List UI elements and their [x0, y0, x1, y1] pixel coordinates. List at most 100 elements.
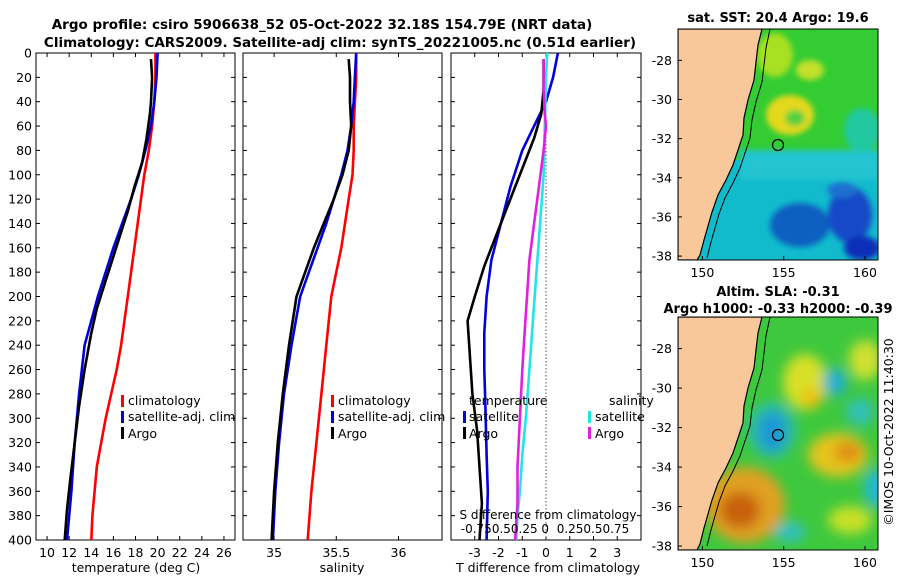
map-x-tick-label: 150 [690, 555, 714, 570]
sla-high [720, 492, 760, 528]
map-x-tick-label: 150 [690, 265, 714, 280]
sla-high [828, 506, 872, 534]
legend-label-t-satellite: satellite [469, 409, 519, 424]
x-tick-label: 1 [566, 545, 574, 560]
x-tick-label: 0 [542, 545, 550, 560]
difference-xlabel: T difference from climatology [455, 560, 641, 575]
legend-swatch-climatology [121, 395, 124, 407]
y-tick-label: 200 [8, 289, 32, 304]
sst-argo-marker [771, 138, 785, 152]
y-tick-label: 240 [8, 338, 32, 353]
map-y-tick-label: -28 [652, 53, 672, 68]
sst-warm-patch [796, 60, 824, 80]
series-line-climatology [306, 53, 358, 541]
y-tick-label: 400 [8, 533, 32, 548]
y-tick-label: 80 [16, 143, 32, 158]
legend-swatch-t-argo [463, 427, 466, 439]
map-y-tick-label: -36 [652, 499, 672, 514]
legend-swatch-argo [121, 427, 124, 439]
difference-legend: temperature salinity satellite Argo sate… [463, 393, 654, 441]
map-y-tick-label: -34 [652, 170, 672, 185]
y-tick-label: 360 [8, 484, 32, 499]
x-tick-label: 12 [61, 545, 77, 560]
map-y-tick-label: -34 [652, 460, 672, 475]
legend-swatch-satellite-adj [331, 411, 334, 423]
legend-label-s-argo: Argo [595, 426, 624, 441]
map-x-tick-label: 155 [772, 555, 796, 570]
legend-label-satellite-adj: satellite-adj. clim [338, 409, 445, 424]
sla-high [834, 442, 862, 462]
sla-low [864, 468, 878, 508]
imos-watermark: ©IMOS 10-Oct-2022 11:40:30 [881, 338, 896, 526]
y-tick-label: 160 [8, 240, 32, 255]
y-tick-label: 100 [8, 167, 32, 182]
sla-argo-marker [771, 428, 785, 442]
y-tick-label: 220 [8, 313, 32, 328]
sst-map-panel: sat. SST: 20.4 Argo: 19.6 [652, 11, 879, 280]
sst-map-title: sat. SST: 20.4 Argo: 19.6 [687, 11, 868, 26]
sst-warm-patch [757, 33, 793, 77]
y-tick-label: 380 [8, 508, 32, 523]
sst-cold-patch [828, 187, 872, 243]
sla-high [849, 340, 878, 380]
map-y-tick-label: -32 [652, 131, 672, 146]
x-tick-label: 26 [216, 545, 232, 560]
temperature-legend: climatology satellite-adj. clim Argo [121, 393, 235, 441]
sst-cold-patch [770, 203, 830, 247]
sla-low [823, 368, 847, 396]
x-tick-label: 35 [266, 545, 282, 560]
salinity-panel: 35 35.5 36 climatology satellite-adj. clim… [242, 52, 445, 575]
temperature-axes-box [35, 52, 236, 541]
y-tick-label: 60 [16, 119, 32, 134]
sst-cool-band [740, 150, 878, 180]
series-line-s-argo [513, 59, 548, 541]
x-tick-label: -3 [469, 545, 481, 560]
map-x-tick-label: 160 [853, 265, 877, 280]
sst-warm-patch [785, 110, 805, 126]
x-tick-label: 20 [150, 545, 166, 560]
sst-cool-patch [844, 108, 878, 152]
y-tick-label: 140 [8, 216, 32, 231]
x-tick-label: -1 [516, 545, 528, 560]
legend-swatch-climatology [331, 395, 334, 407]
temperature-xlabel: temperature (deg C) [72, 560, 201, 575]
sla-map-title: Altim. SLA: -0.31 [716, 285, 839, 300]
y-tick-label: 180 [8, 265, 32, 280]
map-y-tick-label: -30 [652, 381, 672, 396]
temperature-panel: 10 12 14 16 18 20 22 24 260204060801001201401601… [8, 46, 236, 575]
legend-label-s-satellite: satellite [595, 409, 645, 424]
map-x-tick-label: 160 [853, 555, 877, 570]
map-x-tick-label: 155 [772, 265, 796, 280]
sst-shelf-contour [706, 29, 771, 259]
x-tick-label: 18 [128, 545, 144, 560]
legend-swatch-s-argo [588, 427, 591, 439]
salinity-xlabel: salinity [320, 560, 365, 575]
x-tick-label: 36 [391, 545, 407, 560]
legend-label-satellite-adj: satellite-adj. clim [128, 409, 235, 424]
sla-map-panel: Altim. SLA: -0.31 Argo h1000: -0.33 h200… [652, 285, 893, 570]
map-y-tick-label: -36 [652, 209, 672, 224]
s-difference-label: S difference from climatology [460, 508, 637, 522]
sla-land [678, 317, 763, 550]
legend-title-temperature: temperature [469, 393, 548, 408]
series-line-argo [63, 59, 154, 541]
y-tick-label: 120 [8, 192, 32, 207]
x-tick-label: 16 [105, 545, 121, 560]
sst-cold-patch [844, 236, 878, 260]
sla-map-subtitle: Argo h1000: -0.33 h2000: -0.39 [663, 302, 892, 317]
y-tick-label: 260 [8, 362, 32, 377]
title-line-2: Climatology: CARS2009. Satellite-adj cli… [44, 35, 636, 51]
difference-panel: -3 -2 -1 0 1 2 3 temperature salinity satellit… [450, 52, 654, 575]
series-line-climatology [90, 53, 157, 541]
x-tick-label: 14 [83, 545, 99, 560]
s-difference-ticklabels: -0.750.50.25 0 0.250.50.75 [461, 522, 629, 536]
sla-map-frame [677, 316, 879, 551]
map-y-tick-label: -32 [652, 420, 672, 435]
salinity-axes-box [242, 52, 443, 541]
legend-label-climatology: climatology [338, 393, 411, 408]
map-y-tick-label: -28 [652, 341, 672, 356]
sst-map-frame [677, 28, 879, 261]
x-tick-label: 24 [194, 545, 210, 560]
y-tick-label: 40 [16, 94, 32, 109]
